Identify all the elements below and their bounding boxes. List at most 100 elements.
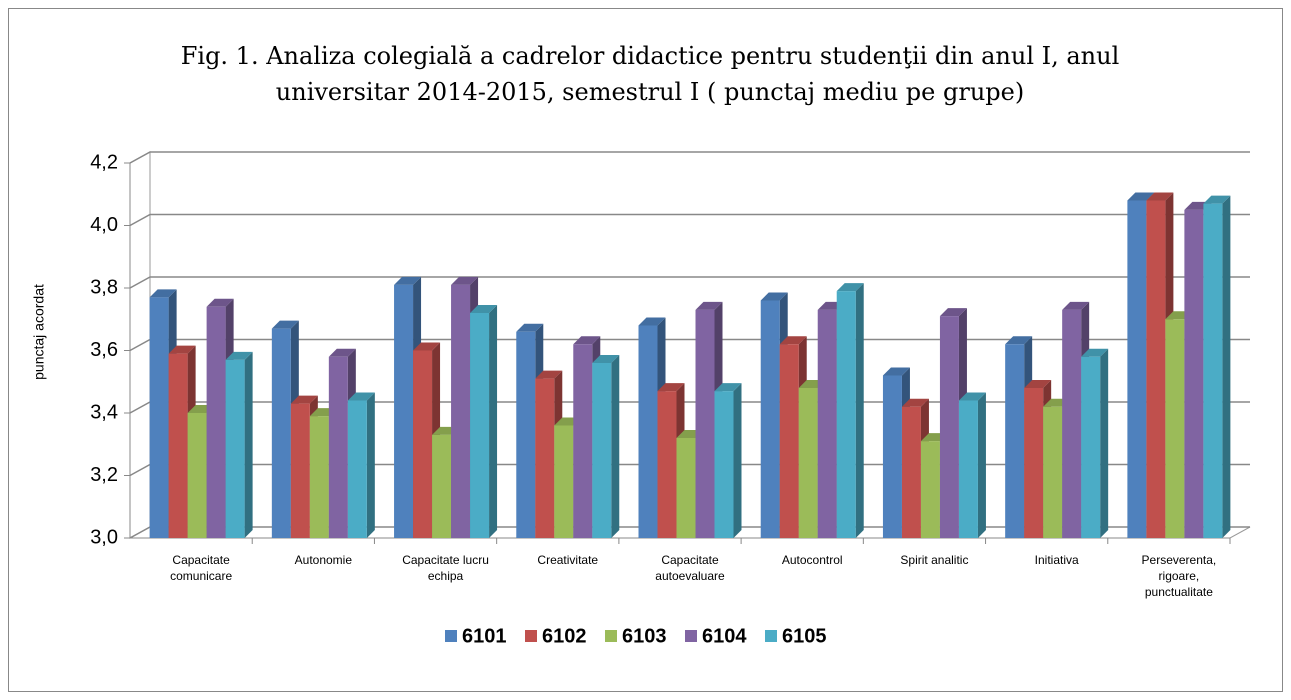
- bar: [206, 306, 226, 538]
- bar-top: [760, 292, 788, 301]
- grid-line: [129, 151, 1250, 164]
- y-tick-label: 3,0: [90, 526, 118, 548]
- bar: [836, 291, 856, 538]
- bar-top: [290, 395, 318, 404]
- bar: [1062, 309, 1082, 538]
- legend-swatch: [765, 630, 777, 642]
- grid-line: [129, 276, 1250, 289]
- bar: [638, 325, 658, 538]
- bar: [1081, 356, 1101, 538]
- bar: [1043, 406, 1063, 538]
- bar-top: [1127, 192, 1155, 201]
- y-tick-label: 4,2: [90, 151, 118, 173]
- legend-swatch: [605, 630, 617, 642]
- y-tick-label: 4,0: [90, 214, 118, 236]
- bar-top: [1024, 380, 1052, 388]
- bar-top: [779, 336, 807, 345]
- bar: [760, 300, 780, 538]
- legend-swatch: [525, 630, 537, 642]
- bar: [187, 413, 207, 538]
- bar-side: [733, 383, 742, 538]
- x-tick-label: Capacitate autoevaluare: [655, 553, 725, 583]
- bar-top: [168, 345, 196, 354]
- bar-top: [225, 351, 253, 360]
- bar: [149, 297, 169, 538]
- bar-top: [1081, 348, 1109, 357]
- bar: [328, 356, 348, 538]
- x-tick-label: Autocontrol: [781, 553, 843, 567]
- bar: [394, 284, 414, 538]
- bar-top: [394, 276, 422, 285]
- bar: [882, 375, 902, 538]
- bar-top: [516, 323, 544, 332]
- bar: [413, 350, 433, 538]
- bar-top: [328, 348, 356, 357]
- legend-swatch: [445, 630, 457, 642]
- bar: [432, 434, 452, 538]
- y-axis-label: punctaj acordat: [31, 284, 47, 380]
- bar: [798, 388, 818, 538]
- bar: [451, 284, 471, 538]
- bar: [554, 425, 574, 538]
- bar-top: [413, 342, 441, 351]
- legend-swatch: [685, 630, 697, 642]
- bar: [573, 344, 593, 538]
- bar-top: [592, 355, 620, 363]
- bar-top: [714, 383, 742, 392]
- bar-side: [1100, 348, 1109, 538]
- bar: [470, 313, 490, 538]
- bar-top: [206, 298, 234, 307]
- bar: [714, 391, 734, 538]
- x-tick-label: Autonomie: [294, 553, 353, 567]
- bar-top: [1203, 195, 1231, 204]
- x-tick-label: Capacitate lucru echipa: [402, 553, 489, 583]
- bar: [168, 353, 188, 538]
- bar-top: [657, 383, 685, 392]
- x-tick-label: Initiativa: [1034, 553, 1079, 567]
- bar-top: [1005, 336, 1033, 345]
- bar-top: [271, 320, 299, 329]
- bar-side: [244, 351, 253, 538]
- bar: [1184, 209, 1204, 538]
- legend-label: 6103: [622, 625, 667, 647]
- bar: [1127, 200, 1147, 538]
- bar: [817, 309, 837, 538]
- y-tick-label: 3,4: [90, 401, 118, 423]
- x-tick-label: Capacitate comunicare: [170, 553, 233, 583]
- bar: [695, 309, 715, 538]
- bar: [1203, 203, 1223, 538]
- bar-top: [939, 308, 967, 317]
- bar: [290, 403, 310, 538]
- y-tick-label: 3,6: [90, 339, 118, 361]
- bar: [1024, 388, 1044, 538]
- bar: [271, 328, 291, 538]
- bar-top: [470, 305, 498, 313]
- bar: [657, 391, 677, 538]
- bar-top: [149, 289, 177, 298]
- bar-side: [611, 355, 620, 538]
- bar: [1146, 200, 1166, 538]
- x-tick-label: Spirit analitic: [900, 553, 969, 567]
- bar: [958, 400, 978, 538]
- bar-top: [573, 336, 601, 345]
- bar: [939, 316, 959, 538]
- bar: [676, 438, 696, 538]
- y-tick-label: 3,2: [90, 464, 118, 486]
- bar-top: [695, 301, 723, 310]
- bar: [1165, 319, 1185, 538]
- bar-side: [366, 392, 375, 538]
- chart-title: Fig. 1. Analiza colegială a cadrelor did…: [180, 42, 1120, 106]
- bar-top: [347, 392, 375, 401]
- bar: [309, 416, 329, 538]
- bar-top: [958, 392, 986, 401]
- bar: [347, 400, 367, 538]
- legend-label: 6104: [702, 625, 747, 647]
- legend-label: 6105: [782, 625, 827, 647]
- bar: [1005, 344, 1025, 538]
- y-tick-label: 3,8: [90, 276, 118, 298]
- bar-top: [535, 370, 563, 379]
- bar-top: [451, 276, 479, 285]
- bar-side: [855, 283, 864, 538]
